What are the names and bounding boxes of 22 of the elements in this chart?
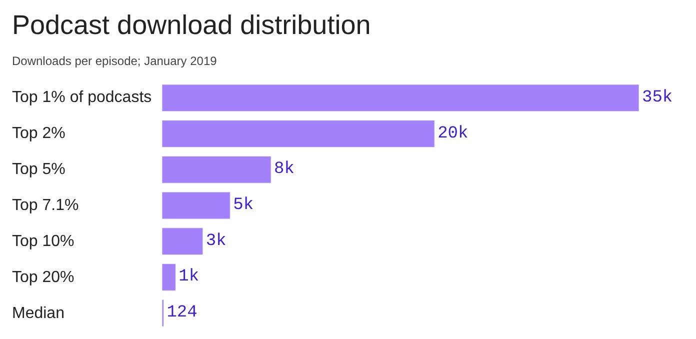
bar: [162, 156, 272, 184]
y-tick-label: Top 5%: [12, 161, 66, 178]
y-tick-label: Top 10%: [12, 233, 74, 250]
data-label: 20k: [438, 124, 468, 144]
chart-title: Podcast download distribution: [12, 10, 371, 40]
y-tick-label: Top 1% of podcasts: [12, 89, 152, 106]
data-label: 1k: [178, 268, 200, 287]
bar: [162, 264, 176, 291]
y-tick-label: Top 20%: [12, 269, 74, 286]
chart-subtitle: Downloads per episode; January 2019: [12, 54, 218, 68]
bar: [162, 192, 230, 220]
data-label: 35k: [642, 88, 673, 108]
data-label: 3k: [206, 232, 226, 251]
data-label: 5k: [233, 196, 254, 215]
data-label: 124: [166, 304, 198, 323]
y-tick-label: Median: [12, 305, 64, 322]
bar: [162, 228, 204, 256]
y-tick-label: Top 7.1%: [12, 197, 79, 214]
bar: [162, 120, 435, 148]
data-label: 8k: [274, 160, 294, 180]
y-tick-label: Top 2%: [12, 125, 66, 142]
bar: [162, 84, 639, 112]
